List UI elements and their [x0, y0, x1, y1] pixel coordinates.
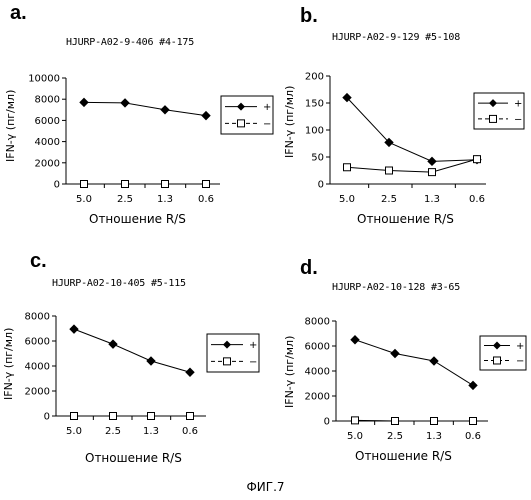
- x-tick-label: 1.3: [424, 194, 440, 205]
- x-tick-label: 0.6: [198, 194, 214, 205]
- x-tick-label: 2.5: [387, 431, 403, 442]
- chart-plot: 020004000600080005.02.51.30.6+−: [305, 317, 526, 443]
- legend-label: −: [514, 114, 522, 125]
- legend-label: +: [514, 99, 522, 110]
- data-point-plus: [70, 325, 78, 333]
- data-point-minus: [122, 181, 129, 188]
- y-tick-label: 6000: [25, 337, 50, 348]
- data-point-plus: [186, 368, 194, 376]
- y-tick-label: 0: [318, 180, 324, 191]
- data-point-plus: [428, 157, 436, 165]
- chart-plot: 020004000600080005.02.51.30.6+−: [25, 312, 259, 438]
- x-tick-label: 5.0: [66, 426, 82, 437]
- y-tick-label: 8000: [25, 312, 50, 323]
- data-point-plus: [121, 99, 129, 107]
- legend-marker-minus: [490, 115, 497, 122]
- data-point-plus: [147, 357, 155, 365]
- data-point-minus: [344, 164, 351, 171]
- figure-caption: ФИГ.7: [0, 480, 531, 494]
- data-point-minus: [81, 181, 88, 188]
- data-point-plus: [80, 98, 88, 106]
- data-point-minus: [352, 417, 359, 424]
- y-tick-label: 0: [44, 412, 50, 423]
- x-tick-label: 0.6: [465, 431, 481, 442]
- legend-label: +: [249, 340, 257, 351]
- legend-marker-minus: [494, 357, 501, 364]
- x-tick-label: 0.6: [469, 194, 485, 205]
- data-point-plus: [391, 350, 399, 358]
- series-line-plus: [84, 102, 206, 115]
- legend-label: −: [249, 357, 257, 368]
- legend: +−: [480, 336, 526, 370]
- y-tick-label: 150: [305, 99, 324, 110]
- y-tick-label: 8000: [305, 317, 330, 328]
- y-tick-label: 50: [311, 153, 324, 164]
- legend: +−: [207, 334, 259, 372]
- chart-plot: 0501001502005.02.51.30.6+−: [305, 72, 524, 206]
- x-tick-label: 5.0: [339, 194, 355, 205]
- series-line-minus: [355, 420, 473, 421]
- data-point-minus: [203, 181, 210, 188]
- data-point-plus: [469, 381, 477, 389]
- y-tick-label: 10000: [28, 74, 60, 85]
- data-point-minus: [470, 418, 477, 425]
- data-point-minus: [386, 167, 393, 174]
- x-tick-label: 2.5: [381, 194, 397, 205]
- data-point-plus: [109, 340, 117, 348]
- data-point-minus: [148, 413, 155, 420]
- data-point-minus: [474, 156, 481, 163]
- series-line-plus: [355, 340, 473, 386]
- legend-label: −: [516, 356, 524, 367]
- x-tick-label: 5.0: [76, 194, 92, 205]
- y-tick-label: 4000: [35, 137, 60, 148]
- x-tick-label: 1.3: [426, 431, 442, 442]
- series-line-minus: [347, 159, 477, 172]
- legend-label: +: [516, 341, 524, 352]
- data-point-minus: [429, 169, 436, 176]
- y-tick-label: 6000: [305, 342, 330, 353]
- y-tick-label: 8000: [35, 95, 60, 106]
- legend-marker-minus: [224, 358, 231, 365]
- data-point-minus: [110, 413, 117, 420]
- legend-label: −: [263, 119, 271, 130]
- y-tick-label: 2000: [305, 392, 330, 403]
- data-point-minus: [392, 418, 399, 425]
- y-tick-label: 2000: [25, 387, 50, 398]
- x-tick-label: 2.5: [105, 426, 121, 437]
- legend: +−: [474, 93, 524, 129]
- chart-plot: 02000400060008000100005.02.51.30.6+−: [28, 74, 273, 206]
- data-point-plus: [202, 112, 210, 120]
- data-point-minus: [162, 181, 169, 188]
- legend-marker-minus: [238, 120, 245, 127]
- legend: +−: [221, 96, 273, 134]
- y-tick-label: 2000: [35, 158, 60, 169]
- x-tick-label: 0.6: [182, 426, 198, 437]
- series-line-plus: [74, 329, 190, 372]
- x-tick-label: 5.0: [347, 431, 363, 442]
- y-tick-label: 6000: [35, 116, 60, 127]
- y-tick-label: 0: [54, 180, 60, 191]
- data-point-plus: [430, 357, 438, 365]
- x-tick-label: 1.3: [157, 194, 173, 205]
- y-tick-label: 200: [305, 72, 324, 83]
- data-point-minus: [187, 413, 194, 420]
- data-point-plus: [161, 106, 169, 114]
- y-tick-label: 4000: [25, 362, 50, 373]
- data-point-plus: [351, 336, 359, 344]
- series-line-plus: [347, 98, 477, 162]
- y-tick-label: 4000: [305, 367, 330, 378]
- x-tick-label: 1.3: [143, 426, 159, 437]
- legend-label: +: [263, 102, 271, 113]
- y-tick-label: 100: [305, 126, 324, 137]
- y-tick-label: 0: [324, 417, 330, 428]
- data-point-minus: [71, 413, 78, 420]
- x-tick-label: 2.5: [117, 194, 133, 205]
- data-point-minus: [431, 418, 438, 425]
